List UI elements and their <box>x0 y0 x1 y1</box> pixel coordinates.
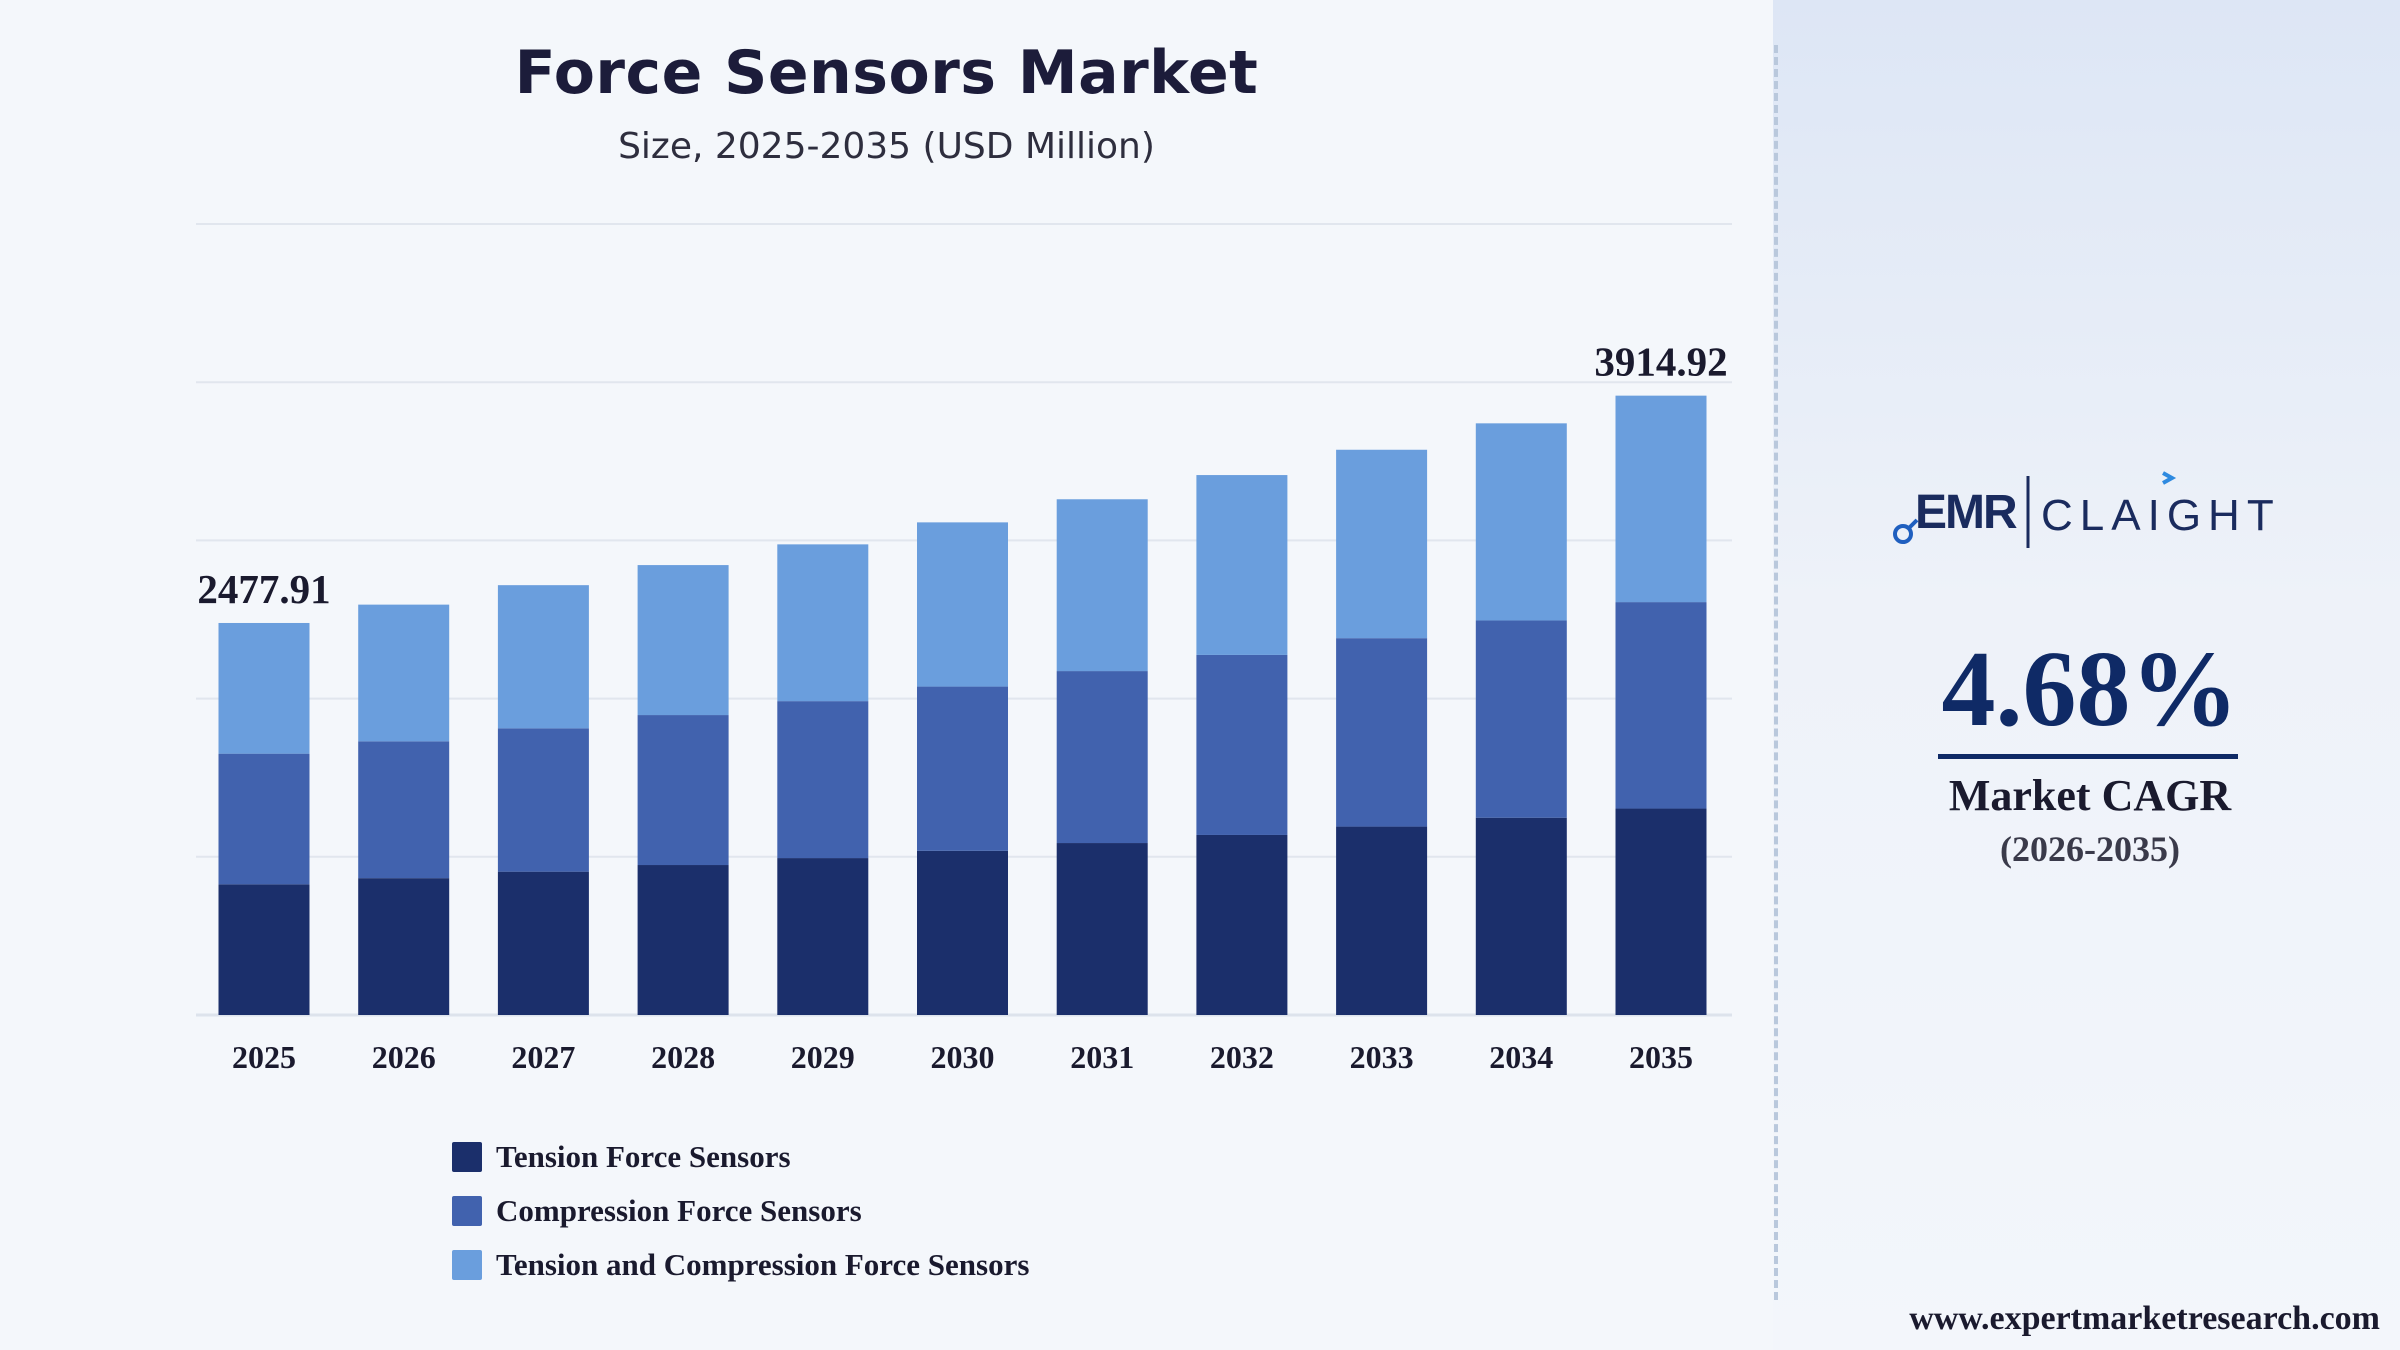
bar-2029-series-0 <box>777 858 869 1015</box>
x-tick-label-2035: 2035 <box>1629 1039 1693 1075</box>
bar-2033-series-2 <box>1336 449 1428 639</box>
panel-divider <box>1774 45 1778 1300</box>
bar-2030-series-1 <box>917 686 1008 851</box>
bar-2025-series-0 <box>218 884 310 1015</box>
bar-2033-series-1 <box>1336 638 1428 827</box>
cagr-label: Market CAGR <box>1948 771 2232 820</box>
bar-2035-series-1 <box>1615 602 1707 809</box>
cagr-value: 4.68% <box>1941 630 2239 749</box>
website-url: www.expertmarketresearch.com <box>1909 1300 2380 1337</box>
stacked-bar-chart: 2025 2026 2027 2028 2029 2030 2031 2032 2033 2034… <box>196 223 1732 1075</box>
bar-2035-series-0 <box>1615 808 1707 1015</box>
logo-link-icon <box>1907 518 1919 530</box>
legend-item-tension: Tension Force Sensors <box>452 1130 1029 1184</box>
bar-2032-series-1 <box>1196 654 1288 835</box>
bar-2026-series-0 <box>358 878 450 1015</box>
logo-arrow-icon <box>2162 471 2177 485</box>
bar-2028-series-0 <box>637 865 729 1015</box>
x-tick-label-2029: 2029 <box>791 1039 855 1075</box>
legend-label-tension: Tension Force Sensors <box>496 1139 791 1174</box>
summary-panel <box>1773 0 2400 1350</box>
bar-2026-series-2 <box>358 604 450 742</box>
bar-2034-series-1 <box>1475 620 1567 818</box>
bar-2031-series-0 <box>1056 843 1148 1015</box>
bar-2029-series-1 <box>777 701 869 859</box>
bar-2025-series-2 <box>218 622 310 754</box>
data-label-2035: 3914.92 <box>1594 339 1727 385</box>
bar-2035-series-2 <box>1615 395 1707 603</box>
bar-2031-series-1 <box>1056 671 1148 844</box>
bar-2030-series-2 <box>917 522 1008 687</box>
bar-2030-series-0 <box>917 850 1008 1015</box>
logo-emr-text: EMR <box>1915 486 2017 539</box>
x-tick-label-2033: 2033 <box>1350 1039 1414 1075</box>
bar-2034-series-0 <box>1475 817 1567 1015</box>
x-tick-label-2026: 2026 <box>372 1039 436 1075</box>
chart-subtitle: Size, 2025-2035 (USD Million) <box>618 126 1155 167</box>
bar-2028-series-2 <box>637 565 729 716</box>
x-tick-label-2034: 2034 <box>1489 1039 1553 1075</box>
bar-2032-series-0 <box>1196 834 1288 1015</box>
legend-item-compression: Compression Force Sensors <box>452 1184 1029 1238</box>
x-tick-label-2028: 2028 <box>651 1039 715 1075</box>
bar-2027-series-1 <box>497 728 589 872</box>
bar-2025-series-1 <box>218 753 310 885</box>
bar-2031-series-2 <box>1056 499 1148 672</box>
bar-2033-series-0 <box>1336 826 1428 1015</box>
cagr-period: (2026-2035) <box>2000 829 2180 869</box>
legend-swatch-tension-compression <box>452 1250 482 1280</box>
bar-2029-series-2 <box>777 544 869 702</box>
legend-label-tension-compression: Tension and Compression Force Sensors <box>496 1247 1030 1282</box>
legend-item-tension-compression: Tension and Compression Force Sensors <box>452 1238 1029 1292</box>
x-tick-label-2030: 2030 <box>931 1039 995 1075</box>
emr-claight-logo: EMR CLAIGHT <box>1893 471 2281 548</box>
legend-swatch-tension <box>452 1142 482 1172</box>
legend-swatch-compression <box>452 1196 482 1226</box>
x-tick-label-2031: 2031 <box>1070 1039 1134 1075</box>
x-tick-label-2032: 2032 <box>1210 1039 1274 1075</box>
x-tick-label-2027: 2027 <box>511 1039 575 1075</box>
bar-2034-series-2 <box>1475 423 1567 621</box>
cagr-underline <box>1938 754 2238 759</box>
logo-claight-text: CLAIGHT <box>2041 491 2281 540</box>
legend-label-compression: Compression Force Sensors <box>496 1193 862 1228</box>
bar-2027-series-0 <box>497 871 589 1015</box>
bar-2028-series-1 <box>637 715 729 866</box>
chart-legend: Tension Force Sensors Compression Force … <box>452 1130 1029 1292</box>
data-label-2025: 2477.91 <box>197 566 330 612</box>
bar-2026-series-1 <box>358 741 450 879</box>
bar-2032-series-2 <box>1196 475 1288 655</box>
bar-2027-series-2 <box>497 585 589 729</box>
chart-title: Force Sensors Market <box>514 38 1259 108</box>
logo-dot-icon <box>1893 524 1913 544</box>
x-tick-label-2025: 2025 <box>232 1039 296 1075</box>
